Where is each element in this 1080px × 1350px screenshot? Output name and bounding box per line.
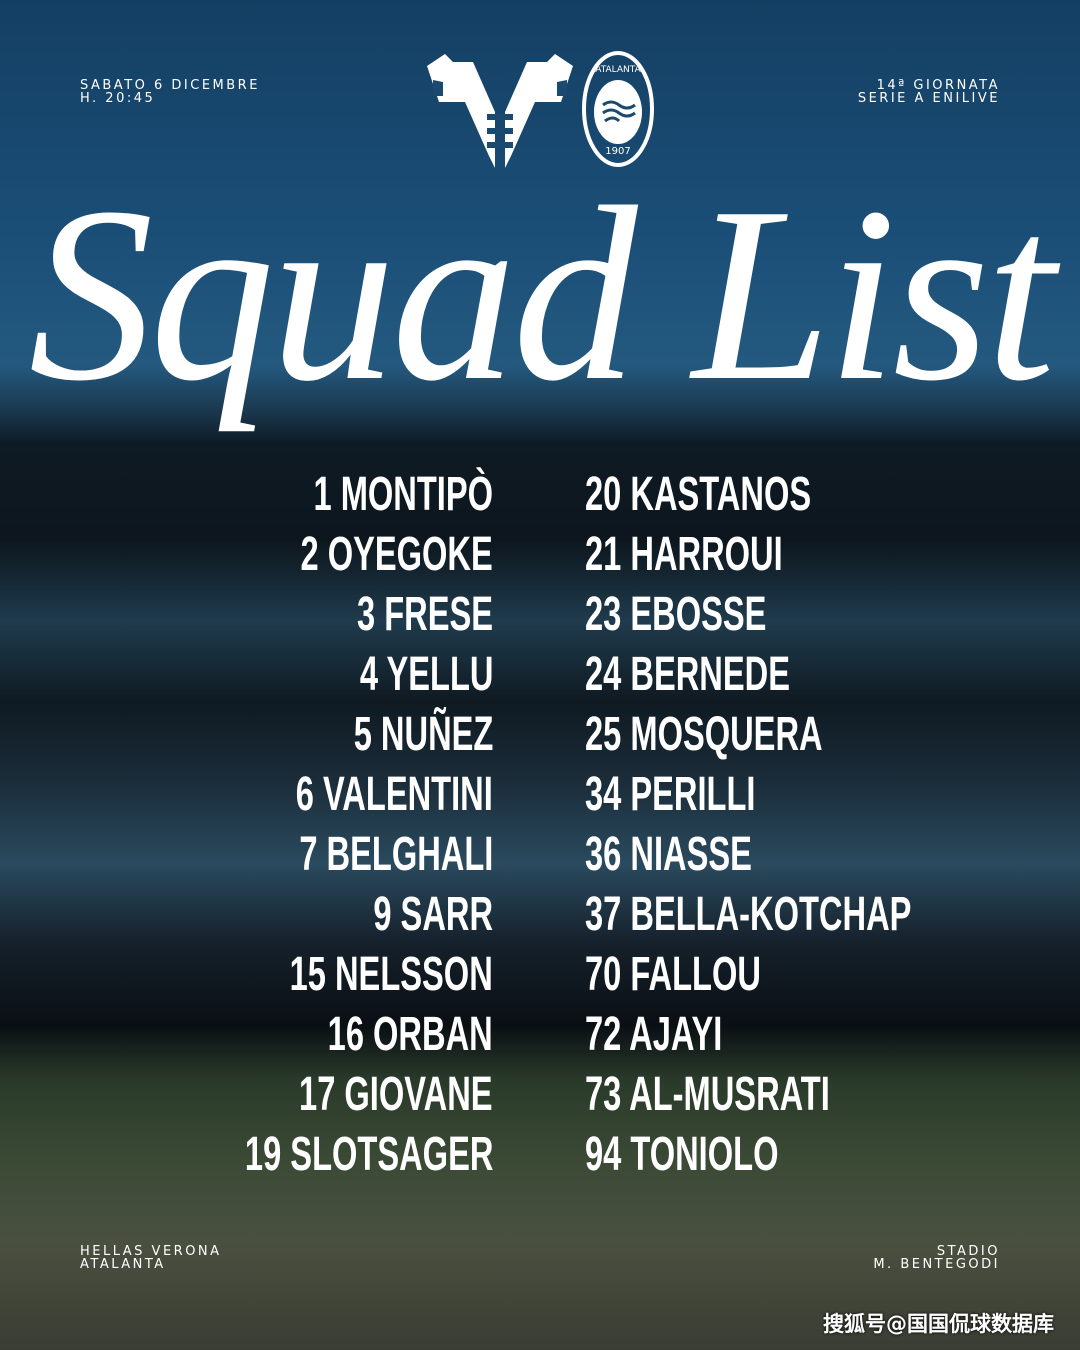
match-datetime: SABATO 6 DICEMBRE H. 20:45 bbox=[80, 79, 260, 105]
player-row: 3 FRESE bbox=[356, 588, 493, 641]
player-row: 4 YELLU bbox=[359, 648, 493, 701]
player-row: 94 TONIOLO bbox=[585, 1128, 779, 1181]
player-row: 7 BELGHALI bbox=[298, 828, 493, 881]
player-row: 6 VALENTINI bbox=[295, 768, 493, 821]
footer-teams: HELLAS VERONA ATALANTA bbox=[80, 1245, 222, 1271]
footer-venue: STADIO M. BENTEGODI bbox=[873, 1245, 1000, 1271]
player-row: 72 AJAYI bbox=[585, 1008, 723, 1061]
match-competition: 14ª GIORNATA SERIE A ENILIVE bbox=[858, 79, 1000, 105]
atalanta-crest-icon: ATALANTA 1907 bbox=[582, 51, 654, 167]
squad-list-left: 1 MONTIPÒ 2 OYEGOKE 3 FRESE 4 YELLU 5 NU… bbox=[128, 470, 493, 1190]
player-row: 1 MONTIPÒ bbox=[313, 468, 493, 521]
player-row: 37 BELLA-KOTCHAP bbox=[585, 888, 912, 941]
player-row: 73 AL-MUSRATI bbox=[585, 1068, 830, 1121]
squad-list-right: 20 KASTANOS 21 HARROUI 23 EBOSSE 24 BERN… bbox=[585, 470, 1065, 1190]
player-row: 36 NIASSE bbox=[585, 828, 752, 881]
player-row: 70 FALLOU bbox=[585, 948, 761, 1001]
page-title: Squad List bbox=[28, 156, 1056, 433]
player-row: 16 ORBAN bbox=[327, 1008, 493, 1061]
match-time: H. 20:45 bbox=[80, 91, 156, 106]
player-row: 5 NUÑEZ bbox=[353, 708, 493, 761]
player-row: 2 OYEGOKE bbox=[300, 528, 493, 581]
player-row: 24 BERNEDE bbox=[585, 648, 790, 701]
round: 14ª GIORNATA bbox=[876, 78, 1000, 93]
player-row: 23 EBOSSE bbox=[585, 588, 767, 641]
player-row: 21 HARROUI bbox=[585, 528, 783, 581]
player-row: 19 SLOTSAGER bbox=[244, 1128, 493, 1181]
home-team: HELLAS VERONA bbox=[80, 1244, 222, 1259]
svg-text:1907: 1907 bbox=[605, 146, 630, 157]
venue-line-1: STADIO bbox=[936, 1244, 1000, 1259]
player-row: 17 GIOVANE bbox=[299, 1068, 493, 1121]
competition: SERIE A ENILIVE bbox=[857, 91, 1000, 106]
match-date: SABATO 6 DICEMBRE bbox=[80, 78, 260, 93]
player-row: 25 MOSQUERA bbox=[585, 708, 823, 761]
away-team: ATALANTA bbox=[80, 1257, 166, 1272]
player-row: 9 SARR bbox=[373, 888, 493, 941]
player-row: 20 KASTANOS bbox=[585, 468, 812, 521]
venue-line-2: M. BENTEGODI bbox=[873, 1257, 1000, 1272]
player-row: 34 PERILLI bbox=[585, 768, 756, 821]
hellas-verona-crest-icon bbox=[427, 54, 573, 168]
player-row: 15 NELSSON bbox=[289, 948, 493, 1001]
svg-text:ATALANTA: ATALANTA bbox=[595, 65, 641, 75]
watermark: 搜狐号@国国侃球数据库 bbox=[823, 1312, 1054, 1336]
